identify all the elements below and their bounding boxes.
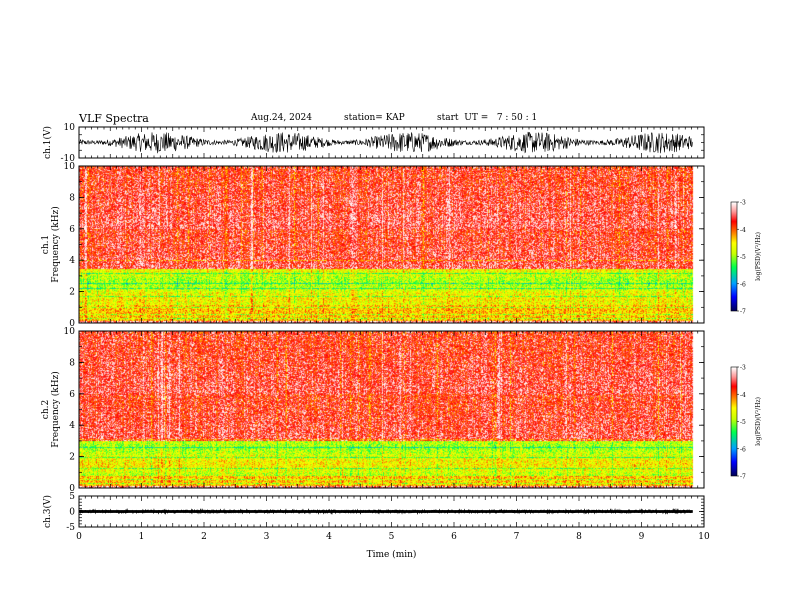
x-tick-label: 1	[139, 532, 145, 542]
y-axis-ticks	[79, 495, 704, 528]
x-axis-ticks	[78, 127, 705, 158]
x-tick-label: 0	[76, 532, 82, 542]
y-axis-ticks	[79, 165, 704, 324]
colorbar-tick-label: -7	[740, 474, 746, 481]
x-tick-label: 2	[201, 532, 207, 542]
ch2-spectrogram-colorbar	[731, 367, 737, 476]
date-label: Aug.24, 2024	[251, 113, 312, 123]
colorbar-tick-label: -6	[740, 446, 746, 453]
colorbar-label: log(PSD)(V²/Hz)	[755, 397, 762, 446]
colorbar-label: log(PSD)(V²/Hz)	[755, 232, 762, 281]
y-tick-label: 10	[64, 327, 76, 337]
y-tick-label: 6	[69, 390, 75, 400]
ch1-spectrogram-image	[79, 166, 704, 323]
y-tick-label: 10	[64, 162, 76, 172]
colorbar-tick-label: -6	[740, 281, 746, 288]
x-tick-label: 3	[264, 532, 270, 542]
ch3-band	[79, 510, 693, 513]
y-tick-label: 2	[69, 453, 75, 463]
y-tick-label: 6	[69, 225, 75, 235]
colorbar-tick-label: -4	[740, 392, 746, 399]
y-tick-label: 5	[69, 492, 75, 502]
x-tick-label: 10	[698, 532, 710, 542]
colorbar-tick-label: -5	[740, 419, 746, 426]
x-tick-label: 7	[514, 532, 520, 542]
station-label: station= KAP	[344, 113, 405, 123]
ch1-spectrogram-colorbar	[731, 202, 737, 311]
x-tick-label: 9	[639, 532, 645, 542]
x-axis-ticks	[78, 166, 705, 323]
ch1-waveform-ylabel: ch.1(V)	[42, 126, 53, 159]
chart-title: VLF Spectra	[79, 112, 149, 125]
start-time-label: start UT = 7 : 50 : 1	[437, 113, 538, 123]
y-axis-ticks	[79, 126, 704, 159]
colorbar-tick-label: -3	[740, 200, 746, 207]
ch1-waveform-trace	[78, 131, 693, 154]
x-tick-label: 5	[389, 532, 395, 542]
y-tick-label: 0	[69, 508, 75, 518]
y-tick-label: 4	[69, 256, 75, 266]
x-axis-ticks	[78, 331, 705, 488]
y-tick-label: 4	[69, 421, 75, 431]
x-tick-label: 4	[326, 532, 332, 542]
y-tick-label: 8	[69, 358, 75, 368]
y-tick-label: -10	[61, 154, 76, 164]
ch2-spectrogram-image	[79, 331, 704, 488]
x-tick-label: 6	[451, 532, 457, 542]
x-axis-ticks	[78, 496, 705, 527]
y-tick-label: 10	[64, 123, 76, 133]
y-tick-label: -5	[66, 523, 75, 533]
colorbar-tick-label: -3	[740, 365, 746, 372]
y-tick-label: 2	[69, 288, 75, 298]
y-tick-label: 0	[69, 484, 75, 494]
x-tick-label: 8	[576, 532, 582, 542]
colorbar-tick-label: -4	[740, 227, 746, 234]
y-tick-label: 8	[69, 193, 75, 203]
colorbar-tick-label: -5	[740, 254, 746, 261]
y-axis-ticks	[79, 330, 704, 489]
x-axis-label: Time (min)	[367, 549, 417, 560]
ch3-waveform-ylabel: ch.3(V)	[42, 495, 53, 528]
ch2-spectrogram-ylabel: ch.2Frequency (kHz)	[41, 371, 61, 448]
ch1-spectrogram-ylabel: ch.1Frequency (kHz)	[41, 206, 61, 283]
y-tick-label: 0	[69, 319, 75, 329]
colorbar-tick-label: -7	[740, 309, 746, 316]
